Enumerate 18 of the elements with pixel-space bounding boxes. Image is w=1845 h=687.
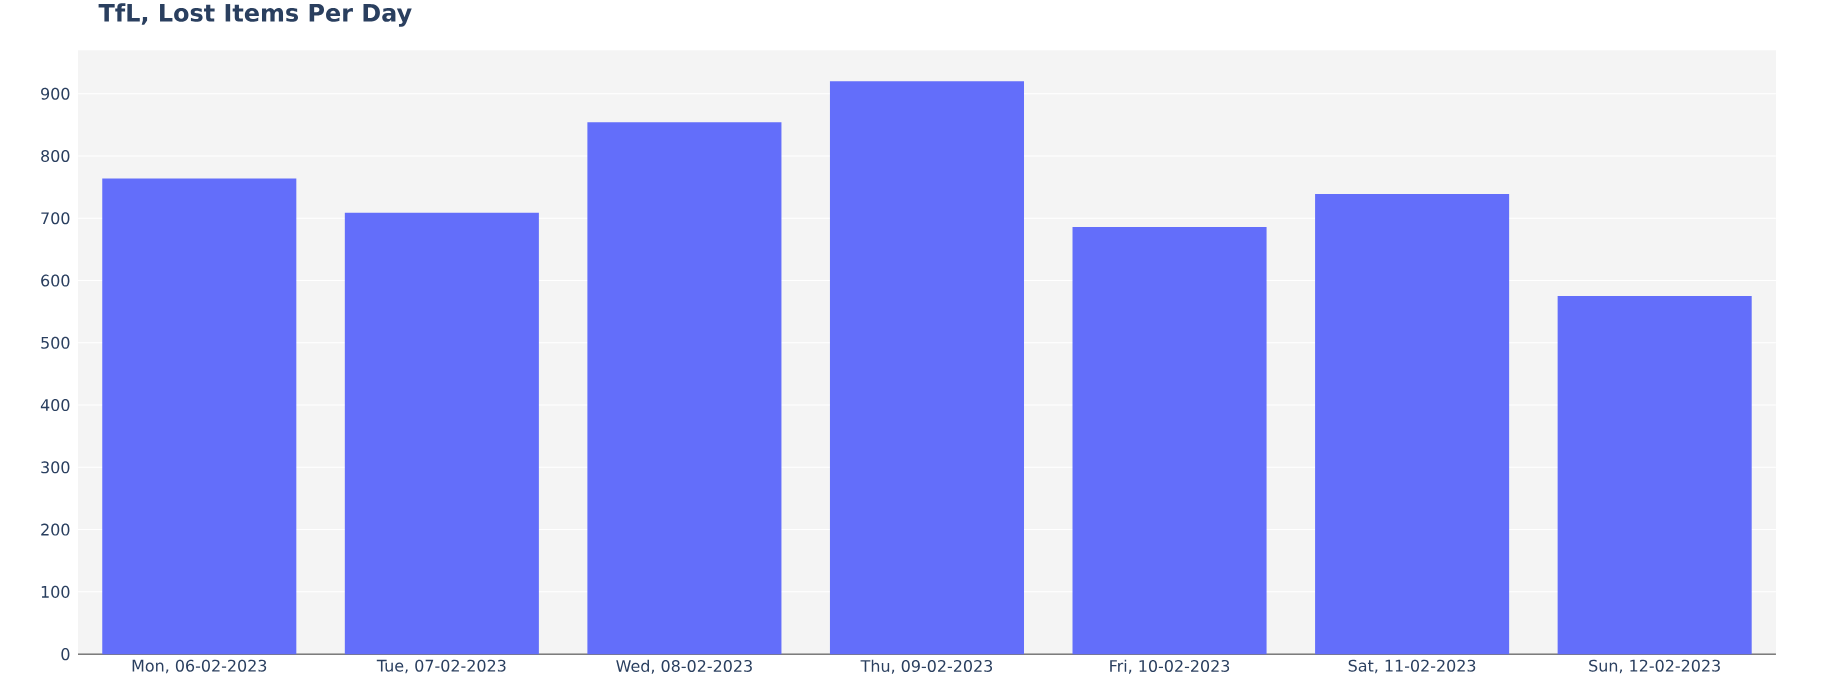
y-tick-label: 600	[41, 274, 70, 287]
y-tick-label: 500	[41, 336, 70, 349]
x-tick-label: Sun, 12-02-2023	[1589, 659, 1720, 674]
y-tick-label: 300	[41, 461, 70, 474]
chart-title: TfL, Lost Items Per Day	[98, 3, 412, 27]
y-tick-label: 800	[41, 149, 70, 162]
x-tick-label: Mon, 06-02-2023	[132, 659, 267, 674]
y-tick-label: 100	[41, 585, 70, 598]
y-tick-label: 700	[41, 212, 70, 225]
y-tick-label: 200	[41, 523, 70, 536]
y-tick-label: 0	[61, 648, 70, 661]
x-tick-label: Sat, 11-02-2023	[1348, 659, 1476, 674]
x-tick-label: Fri, 10-02-2023	[1110, 659, 1230, 674]
x-tick-label: Wed, 08-02-2023	[616, 659, 752, 674]
y-tick-label: 900	[41, 87, 70, 100]
x-tick-label: Tue, 07-02-2023	[376, 659, 506, 674]
y-tick-label: 400	[40, 398, 70, 412]
x-tick-label: Thu, 09-02-2023	[860, 659, 993, 674]
